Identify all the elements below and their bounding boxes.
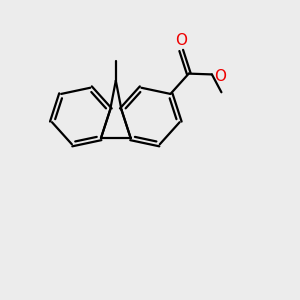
Text: O: O	[175, 33, 187, 48]
Text: O: O	[214, 69, 226, 84]
